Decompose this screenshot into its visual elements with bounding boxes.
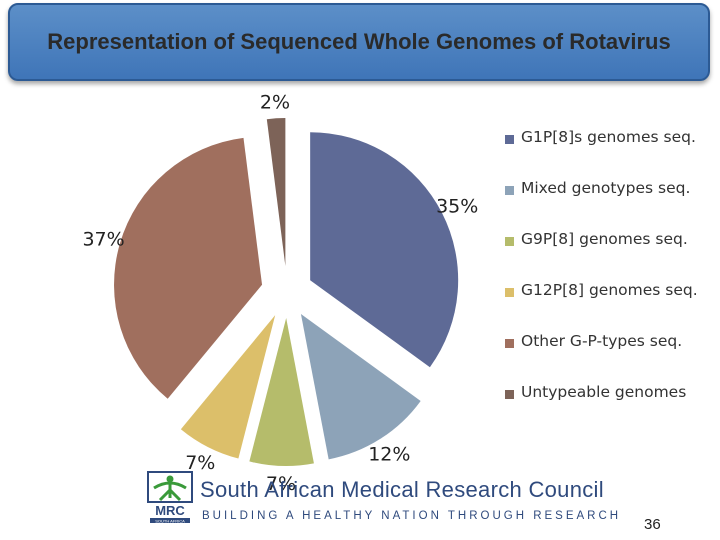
pie-slice (266, 118, 286, 267)
legend-item: G1P[8]s genomes seq. (505, 128, 715, 179)
legend-label: Untypeable genomes (521, 383, 687, 401)
pie-slice (180, 315, 276, 459)
pie-slice (300, 313, 421, 460)
organization-name: South African Medical Research Council (200, 477, 604, 502)
pie-slice (310, 132, 459, 368)
logo-text: MRC (155, 503, 185, 518)
legend-swatch (505, 339, 514, 348)
slice-percent-label: 37% (82, 229, 124, 251)
legend-label: Mixed genotypes seq. (521, 179, 691, 197)
pie-slice (114, 137, 263, 399)
legend-item: Mixed genotypes seq. (505, 179, 715, 230)
slice-percent-label: 7% (185, 452, 215, 474)
slice-percent-label: 35% (436, 195, 478, 217)
legend-swatch (505, 186, 514, 195)
legend-item: G12P[8] genomes seq. (505, 281, 715, 332)
legend-swatch (505, 390, 514, 399)
legend-label: G12P[8] genomes seq. (521, 281, 698, 299)
slice-percent-label: 2% (260, 91, 290, 113)
organization-tagline: BUILDING A HEALTHY NATION THROUGH RESEAR… (202, 510, 622, 522)
page-number: 36 (644, 516, 661, 533)
legend-swatch (505, 135, 514, 144)
legend-label: G9P[8] genomes seq. (521, 230, 688, 248)
logo-subtext: SOUTH AFRICA (155, 518, 185, 523)
legend-item: Other G-P-types seq. (505, 332, 715, 383)
chart-legend: G1P[8]s genomes seq. Mixed genotypes seq.… (505, 128, 715, 434)
legend-item: Untypeable genomes (505, 383, 715, 434)
legend-swatch (505, 237, 514, 246)
pie-slice (249, 317, 314, 466)
slice-percent-label: 12% (368, 443, 410, 465)
title-banner: Representation of Sequenced Whole Genome… (8, 3, 710, 81)
mrc-logo-icon: MRC SOUTH AFRICA (147, 471, 193, 523)
legend-label: Other G-P-types seq. (521, 332, 683, 350)
legend-item: G9P[8] genomes seq. (505, 230, 715, 281)
slice-percent-label: 7% (266, 473, 296, 495)
legend-swatch (505, 288, 514, 297)
slide-title: Representation of Sequenced Whole Genome… (47, 29, 671, 54)
legend-label: G1P[8]s genomes seq. (521, 128, 696, 146)
